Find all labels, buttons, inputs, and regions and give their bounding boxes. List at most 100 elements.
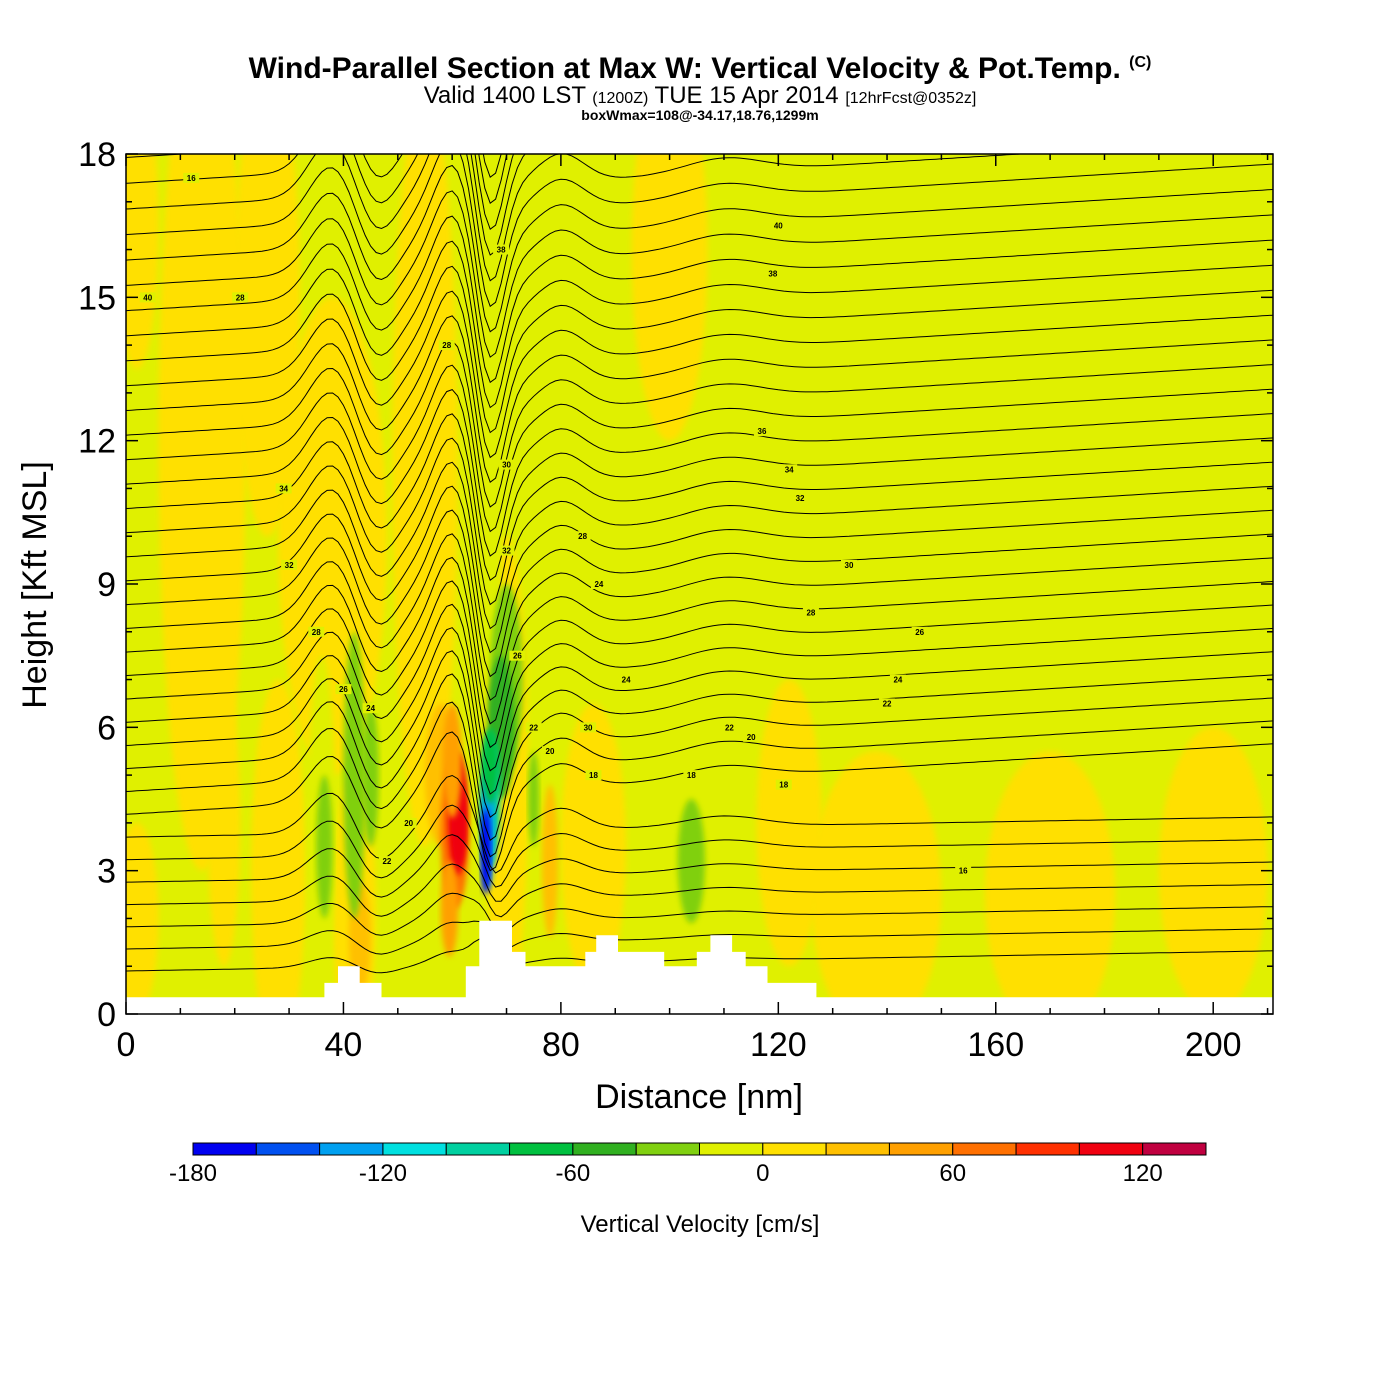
contour-label: 24	[590, 579, 607, 589]
contour-label-text: 20	[404, 819, 413, 828]
x-tick-label: 40	[325, 1026, 363, 1064]
contour-label-text: 20	[546, 747, 555, 756]
theta-contour	[126, 240, 1273, 409]
colorbar-segment	[1142, 1142, 1207, 1156]
contour-label: 32	[281, 559, 298, 570]
theta-contour	[126, 315, 1273, 484]
colorbar-tick-label: -180	[169, 1160, 217, 1187]
velocity-region	[1158, 727, 1268, 1014]
contour-label-text: 28	[312, 628, 321, 637]
contour-label-text: 30	[845, 561, 854, 570]
colorbar-tick-label: 0	[756, 1160, 769, 1187]
colorbar-segment	[319, 1142, 384, 1156]
colorbar-segment	[888, 1142, 954, 1156]
colorbar-segment	[699, 1142, 764, 1156]
velocity-region	[440, 861, 459, 957]
contour-label: 24	[889, 674, 906, 685]
contour-label: 34	[781, 464, 798, 475]
contour-label-text: 28	[442, 341, 451, 350]
y-tick-label: 18	[78, 136, 116, 174]
boxwmax-info: boxWmax=108@-34.17,18.76,1299m	[581, 107, 819, 123]
contour-label-text: 32	[502, 547, 511, 556]
contour-label-text: 26	[915, 628, 924, 637]
velocity-region	[560, 703, 627, 991]
theta-contour	[126, 0, 1273, 151]
contour-label: 24	[618, 674, 635, 685]
theta-contour	[126, 556, 1273, 725]
colorbar-segment	[762, 1142, 827, 1156]
theta-contour	[126, 461, 1273, 630]
contour-label: 16	[955, 865, 972, 876]
contour-label: 30	[580, 722, 597, 733]
contour-label-text: 22	[382, 857, 391, 866]
contour-label: 40	[770, 220, 787, 231]
contour-label-text: 40	[143, 293, 152, 302]
theta-contour	[126, 509, 1273, 678]
contour-label: 24	[362, 703, 379, 714]
contour-label: 38	[764, 268, 781, 279]
contour-label: 34	[275, 483, 292, 494]
contour-label: 18	[775, 779, 792, 790]
theta-contour	[126, 650, 1273, 819]
theta-contour	[126, 290, 1273, 459]
colorbar-segment	[952, 1142, 1017, 1156]
valid-utc: (1200Z)	[592, 90, 649, 107]
theta-contour	[126, 892, 1273, 936]
theta-contour	[126, 215, 1273, 384]
contour-label: 22	[721, 722, 738, 733]
contour-label-text: 18	[779, 781, 788, 790]
theta-contour	[126, 804, 1273, 888]
theta-contour	[126, 774, 1273, 874]
colorbar: -180 -120 -60 0 60 120	[169, 1142, 1207, 1187]
y-tick-label: 6	[97, 709, 116, 747]
theta-contour	[126, 437, 1273, 606]
colorbar-tick-label: 60	[939, 1160, 966, 1187]
velocity-region	[207, 679, 241, 967]
contour-label: 22	[879, 698, 896, 709]
contour-label-text: 16	[187, 174, 196, 183]
colorbar-tick-label: 120	[1123, 1160, 1163, 1187]
x-tick-label: 160	[967, 1026, 1024, 1064]
forecast-info: [12hrFcst@0352z]	[845, 90, 977, 107]
contour-label-text: 30	[584, 723, 593, 732]
contour-label: 16	[183, 172, 200, 183]
contour-label: 28	[308, 626, 325, 637]
contour-label-text: 34	[785, 465, 794, 474]
contour-label: 20	[400, 817, 417, 828]
velocity-region	[126, 822, 159, 1014]
plot-area: 16 40 28 34 32 28 26 24 22 20 28 38 30 32 26 22 20 18 28 24…	[125, 0, 1274, 1015]
x-tick-label: 120	[750, 1026, 807, 1064]
theta-contour	[126, 485, 1273, 654]
theta-contour	[126, 389, 1273, 557]
contour-label: 36	[754, 426, 771, 437]
contour-label: 22	[378, 856, 395, 867]
contour-label-text: 24	[622, 676, 631, 685]
contour-label: 26	[335, 684, 352, 695]
velocity-region	[442, 703, 462, 819]
x-axis-tick-labels: 0 40 80 120 160 200	[117, 1026, 1242, 1064]
contour-label-text: 18	[687, 771, 696, 780]
contour-label: 20	[542, 746, 559, 757]
theta-contour	[126, 154, 1273, 308]
colorbar-title: Vertical Velocity [cm/s]	[581, 1211, 820, 1238]
velocity-region	[528, 751, 540, 847]
x-tick-label: 0	[117, 1026, 136, 1064]
contour-label-text: 28	[806, 609, 815, 618]
contour-label: 20	[743, 731, 760, 742]
y-tick-label: 0	[97, 996, 116, 1034]
contour-label-text: 28	[236, 293, 245, 302]
contour-label: 40	[139, 292, 156, 303]
velocity-region	[316, 775, 333, 919]
velocity-region	[631, 154, 708, 441]
y-tick-label: 15	[78, 279, 116, 317]
colorbar-segment	[1078, 1142, 1144, 1156]
velocity-region	[677, 799, 705, 924]
valid-prefix: Valid 1400 LST	[423, 82, 586, 109]
contour-label: 28	[232, 292, 249, 303]
contour-label-text: 16	[959, 867, 968, 876]
x-tick-label: 80	[542, 1026, 580, 1064]
contour-label-text: 22	[529, 723, 538, 732]
contour-label-text: 24	[366, 704, 375, 713]
contour-label: 30	[498, 459, 515, 470]
colorbar-segment	[192, 1142, 257, 1156]
